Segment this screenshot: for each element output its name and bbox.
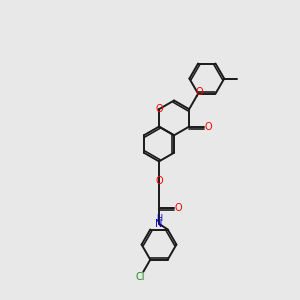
Text: O: O bbox=[155, 104, 163, 114]
Text: O: O bbox=[175, 203, 182, 213]
Text: O: O bbox=[195, 87, 203, 97]
Text: O: O bbox=[205, 122, 212, 132]
Text: N: N bbox=[155, 219, 163, 229]
Text: Cl: Cl bbox=[136, 272, 145, 282]
Text: O: O bbox=[155, 176, 163, 186]
Text: H: H bbox=[156, 214, 162, 223]
